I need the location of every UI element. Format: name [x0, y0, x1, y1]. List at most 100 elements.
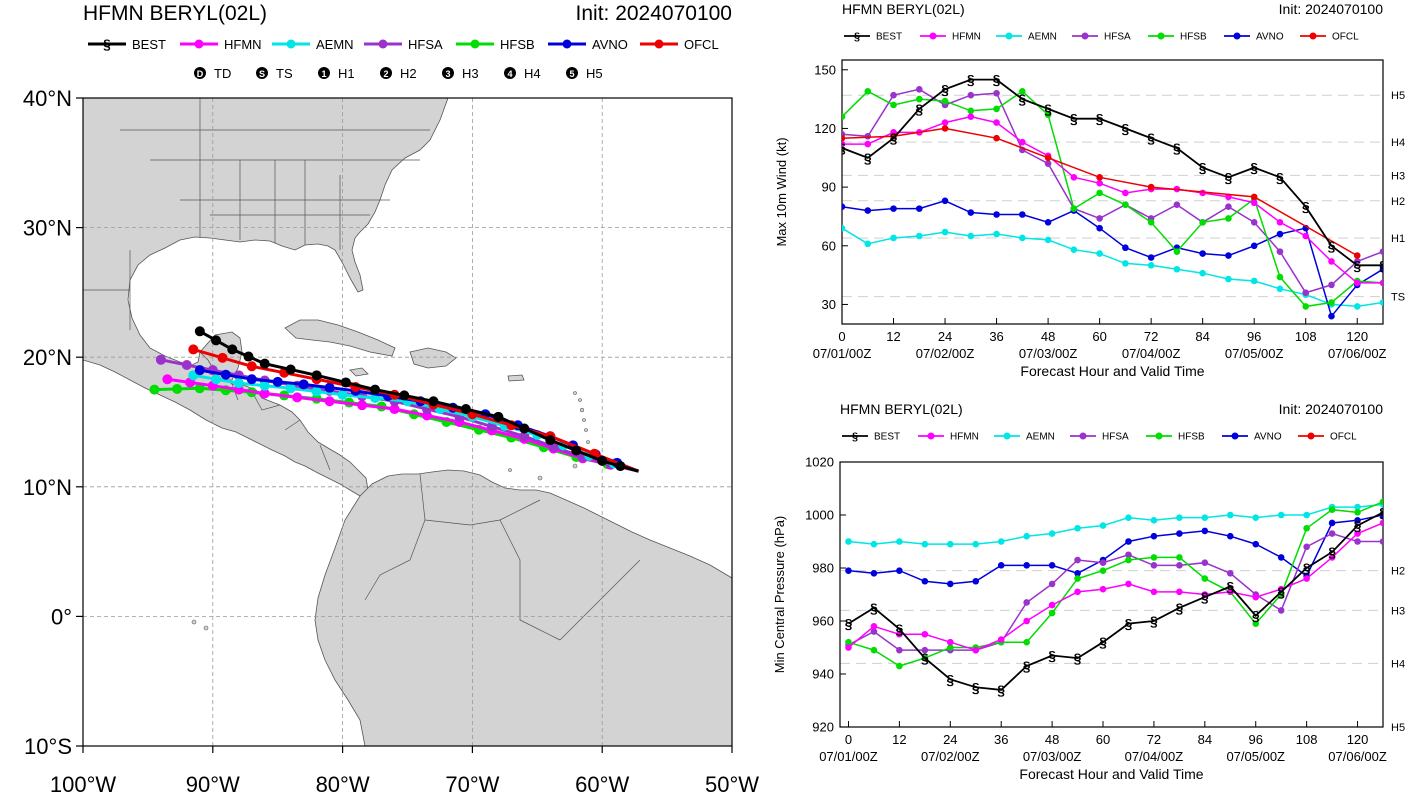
- point-avno: [915, 205, 923, 212]
- ref-line-label: H1: [1391, 233, 1405, 245]
- point-aemn: [1096, 250, 1103, 257]
- point-hfsa: [1354, 538, 1361, 545]
- date-label: 07/03/00Z: [1023, 749, 1082, 764]
- chart-init: Init: 2024070100: [1279, 1, 1384, 17]
- series-line-best: [848, 511, 1383, 691]
- point-best: §: [1302, 199, 1310, 215]
- legend-marker-aemn: [1003, 432, 1011, 440]
- track-marker-best: [311, 370, 322, 381]
- point-hfmn: [1019, 138, 1026, 146]
- point-best: §: [1225, 169, 1233, 185]
- chart-init: Init: 2024070100: [1279, 401, 1384, 417]
- point-hfsa: [1276, 248, 1284, 255]
- point-best: §: [967, 72, 975, 88]
- track-marker-avno: [272, 376, 283, 387]
- point-hfsb: [1122, 201, 1129, 209]
- track-marker-hfsa: [181, 359, 192, 370]
- track-marker-best: [243, 351, 254, 362]
- point-hfsb: [1070, 205, 1078, 212]
- series-group: § § § § § § § § § § § § § § § § § § § § § §: [845, 498, 1387, 698]
- point-hfmn: [1354, 530, 1361, 537]
- intensity-key-label: TD: [214, 66, 231, 81]
- point-hfsb: [1019, 87, 1026, 95]
- point-hfmn: [842, 140, 846, 148]
- intensity-symbol-letter: 1: [321, 69, 326, 79]
- series-line-best: [842, 78, 1383, 267]
- point-best: §: [895, 621, 903, 637]
- point-hfsb: [1225, 215, 1232, 222]
- point-avno: [1250, 242, 1258, 250]
- x-tick-label: 48: [1045, 732, 1059, 747]
- point-best: §: [1379, 257, 1387, 273]
- point-hfmn: [1122, 189, 1129, 197]
- point-hfmn: [1252, 593, 1260, 601]
- intensity-key-label: H4: [524, 66, 541, 81]
- point-best: §: [1048, 647, 1056, 663]
- hurricane-icon: §: [852, 431, 858, 443]
- x-tick-label: 12: [892, 732, 906, 747]
- legend-marker-hfsb: [1157, 32, 1165, 40]
- point-avno: [1023, 562, 1030, 569]
- track-marker-best: [597, 455, 608, 466]
- date-label: 07/04/00Z: [1125, 749, 1184, 764]
- date-label: 07/01/00Z: [819, 749, 878, 764]
- point-aemn: [1225, 275, 1232, 283]
- x-tick-label: 96: [1247, 329, 1261, 344]
- x-axis-label: Forecast Hour and Valid Time: [1020, 363, 1204, 379]
- point-aemn: [1303, 511, 1310, 519]
- point-aemn: [1250, 277, 1258, 285]
- track-marker-best: [227, 344, 238, 355]
- point-hfmn: [993, 119, 1000, 126]
- point-hfmn: [1048, 601, 1056, 609]
- track-marker-hfmn: [292, 392, 303, 403]
- point-best: §: [1379, 504, 1387, 520]
- map-lat-label: 30°N: [23, 216, 72, 241]
- track-marker-hfsb: [194, 383, 205, 394]
- point-hfsb: [1150, 554, 1158, 561]
- x-tick-label: 120: [1346, 329, 1368, 344]
- point-hfsb: [941, 97, 949, 105]
- point-avno: [1252, 540, 1260, 548]
- point-hfsb: [1048, 609, 1056, 617]
- legend-label-best: BEST: [874, 432, 900, 443]
- track-marker-avno: [194, 365, 205, 376]
- track-marker-best: [211, 335, 222, 346]
- track-marker-hfsb: [149, 384, 160, 395]
- intensity-key-label: H3: [462, 66, 479, 81]
- point-best: §: [941, 81, 949, 97]
- point-best: §: [1303, 560, 1311, 576]
- point-best: §: [1070, 111, 1078, 127]
- point-avno: [845, 567, 852, 574]
- series-line-hfmn: [842, 115, 1383, 284]
- point-hfsa: [1225, 203, 1232, 210]
- intensity-symbol-icon: [318, 67, 330, 79]
- point-avno: [1147, 254, 1155, 261]
- point-best: §: [1121, 120, 1129, 136]
- hispaniola-land: [409, 347, 457, 369]
- point-best: §: [1201, 589, 1209, 605]
- jamaica-land: [349, 367, 369, 377]
- track-marker-hfmn: [357, 400, 368, 411]
- map-lat-label: 40°N: [23, 86, 72, 111]
- point-avno: [1328, 519, 1336, 527]
- point-hfsb: [1276, 273, 1284, 281]
- ref-line-label: TS: [1391, 292, 1405, 304]
- track-marker-aemn: [311, 386, 322, 397]
- intensity-symbol-icon: [566, 67, 578, 79]
- point-best: §: [921, 650, 929, 666]
- point-hfmn: [1176, 588, 1183, 596]
- point-avno: [972, 577, 980, 585]
- point-aemn: [1147, 262, 1155, 269]
- track-marker-best: [370, 384, 381, 395]
- point-ofcl: [993, 134, 1000, 142]
- series-line-avno: [848, 514, 1383, 585]
- track-marker-best: [571, 445, 582, 456]
- track-marker-avno: [220, 369, 231, 380]
- south-america-borders: [364, 473, 641, 641]
- ref-line-label: H2: [1391, 196, 1405, 208]
- x-tick-label: 72: [1144, 329, 1158, 344]
- point-hfmn: [1199, 189, 1206, 197]
- x-tick-label: 84: [1198, 732, 1212, 747]
- point-hfsb: [842, 113, 846, 121]
- point-hfsa: [1099, 559, 1107, 566]
